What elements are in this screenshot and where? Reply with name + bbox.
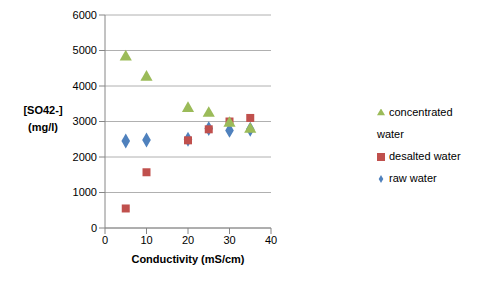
- svg-text:1000: 1000: [73, 186, 97, 198]
- svg-text:10: 10: [140, 234, 152, 246]
- svg-text:6000: 6000: [73, 9, 97, 21]
- svg-text:[SO42-](mg/l): [SO42-](mg/l): [23, 104, 62, 133]
- svg-text:40: 40: [265, 234, 277, 246]
- html-text:raw water: raw water: [389, 171, 437, 184]
- svg-text:4000: 4000: [73, 80, 97, 92]
- svg-text:30: 30: [223, 234, 235, 246]
- svg-text:0: 0: [91, 222, 97, 234]
- svg-text:0: 0: [102, 234, 108, 246]
- svg-text:3000: 3000: [73, 115, 97, 127]
- svg-text:5000: 5000: [73, 44, 97, 56]
- svg-text:20: 20: [182, 234, 194, 246]
- svg-text:2000: 2000: [73, 151, 97, 163]
- svg-text:Conductivity (mS/cm): Conductivity (mS/cm): [131, 253, 244, 265]
- html-text:desalted water: desalted water: [389, 149, 461, 162]
- html-text:concentrated water: concentrated water: [377, 105, 453, 140]
